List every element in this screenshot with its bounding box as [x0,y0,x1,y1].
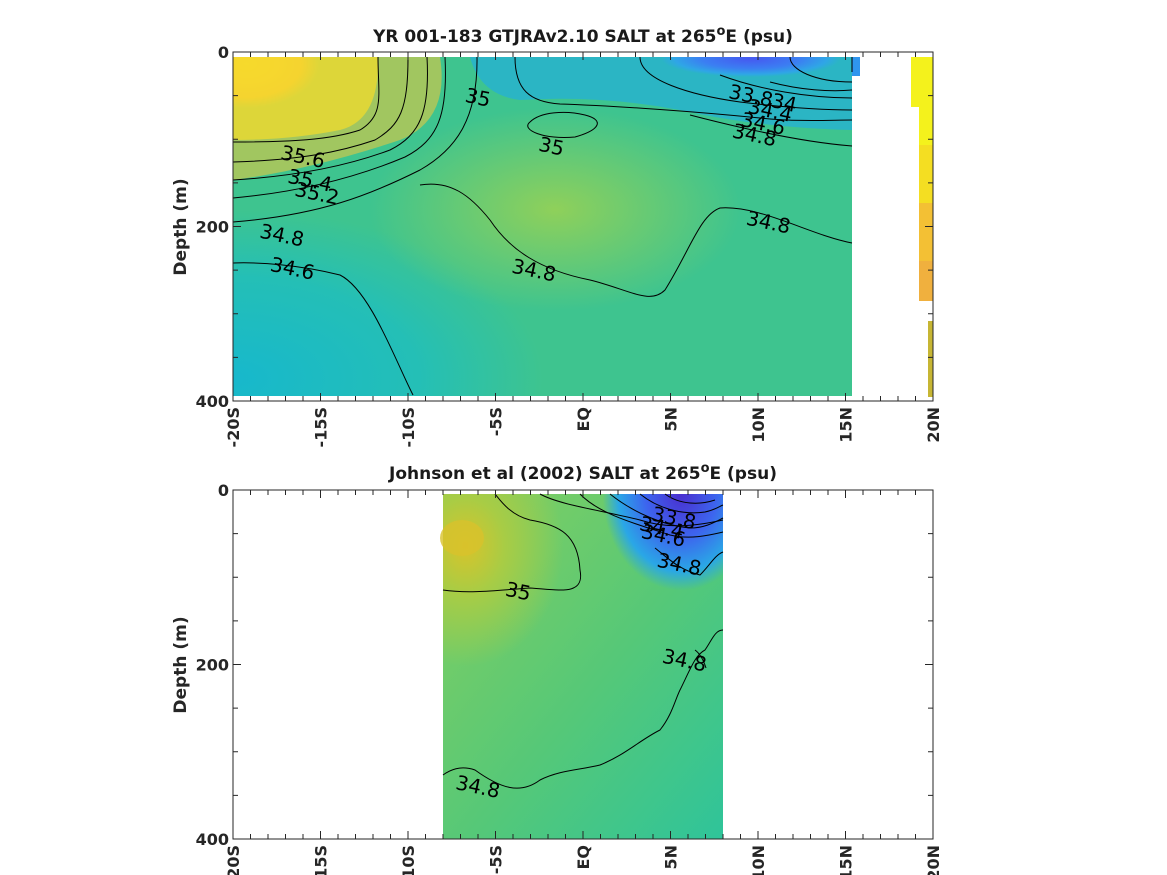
bottom-panel-ylabel: Depth (m) [171,616,191,713]
y-tick-label: 400 [196,830,229,849]
contour-label: 35 [537,132,567,161]
contour-34 [769,81,853,92]
x-tick-label: 20N [924,407,943,443]
edge-strip-upper [911,57,919,107]
bottom-panel-y-ticks: 0 200 400 [196,481,933,849]
contour-34.8-surface [539,493,724,527]
contour-34 [639,493,724,514]
x-tick-label: EQ [574,407,593,432]
contour-35.4 [233,56,428,181]
top-panel: YR 001-183 GTJRAv2.10 SALT at 265oE (psu… [171,24,943,448]
contour-35 [442,493,582,593]
y-tick-label: 0 [218,43,229,62]
panama-bight-fresh-pool [470,57,860,137]
contour-35.2 [233,56,446,199]
x-tick-label: 10N [749,407,768,443]
x-tick-label: -5S [487,845,506,874]
contour-33.8 [789,56,853,83]
surface-fresh-edge [852,57,860,76]
contour-33.8 [664,493,716,504]
edge-strip-b [919,145,933,203]
x-tick-label: -10S [399,845,418,875]
top-panel-field [233,52,933,401]
x-tick-label: -20S [224,845,243,875]
contour-34.8-mid [419,183,853,297]
x-tick-label: 5N [662,407,681,432]
contour-label: 35 [503,577,533,606]
x-tick-label: -20S [224,407,243,447]
contour-34.8-deep [442,629,724,789]
panama-bight-fresh-pool [443,494,723,839]
bottom-panel: Johnson et al (2002) SALT at 265oE (psu)… [171,461,943,875]
contour-35-closed [527,111,598,139]
y-tick-label: 200 [196,218,229,237]
y-tick-label: 200 [196,656,229,675]
top-panel-y-ticks: 0 200 400 [196,43,933,411]
contour-34.8-wiggle [694,649,707,669]
x-tick-label: -5S [487,407,506,436]
contour-34.8-upper [654,547,724,576]
contour-35.6 [233,56,409,163]
contour-34.4 [719,74,853,99]
contour-34.4 [609,493,724,529]
edge-strip-e [928,321,933,397]
edge-strip-a [919,57,933,145]
bottom-panel-field [440,493,724,839]
x-tick-label: 10N [749,845,768,875]
x-tick-label: EQ [574,845,593,870]
top-panel-title: YR 001-183 GTJRAv2.10 SALT at 265oE (psu… [372,24,793,48]
bottom-panel-x-ticks: -20S -15S -10S -5S EQ 5N 10N 15N 20N [224,490,943,875]
bottom-panel-title: Johnson et al (2002) SALT at 265oE (psu) [388,461,777,485]
contour-34.6-north [639,56,853,111]
contour-34.6 [579,493,724,538]
edge-strip-c [919,203,933,261]
x-tick-label: 5N [662,845,681,870]
contour-34.8-north [689,114,853,147]
contour-label: 35 [463,83,493,112]
x-tick-label: 15N [837,845,856,875]
top-panel-ylabel: Depth (m) [171,178,191,275]
top-panel-x-ticks: -20S -15S -10S -5S EQ 5N 10N 15N 20N [224,52,943,447]
x-tick-label: -15S [312,407,331,447]
contour-35-north [514,56,853,121]
edge-strip-d [919,261,933,301]
contour-35.8 [233,56,380,143]
x-tick-label: -15S [312,845,331,875]
edge-strip-gap [928,301,933,321]
contour-34.6 [233,262,414,396]
y-tick-label: 0 [218,481,229,500]
contour-34.8-south [233,56,478,223]
salinity-max-core [440,520,484,556]
x-tick-label: 15N [837,407,856,443]
y-tick-label: 400 [196,392,229,411]
x-tick-label: -10S [399,407,418,447]
x-tick-label: 20N [924,845,943,875]
contour-label: 34 [769,88,799,117]
salinity-max-center [233,57,379,140]
